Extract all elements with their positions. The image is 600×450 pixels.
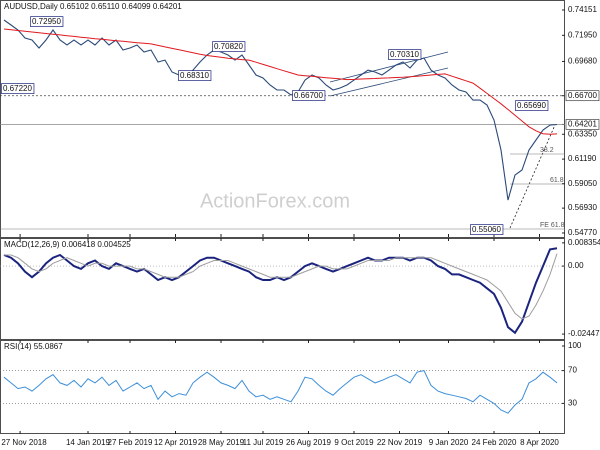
y-tick-label: 0.64201 (568, 120, 597, 129)
y-tick-label: 30 (568, 399, 577, 408)
trendline (509, 124, 556, 229)
annotation-box (1, 83, 35, 94)
watermark: ActionForex.com (200, 190, 350, 212)
series-line (3, 247, 558, 335)
chart-title: AUDUSD,Daily 0.65102 0.65110 0.64099 0.6… (4, 2, 182, 11)
y-tick-label: 70 (568, 366, 577, 375)
y-tick-label: 0.74151 (568, 5, 597, 14)
trendline (329, 67, 449, 97)
annotation: 0.70820 (214, 42, 243, 51)
series-line (3, 19, 558, 201)
y-tick-label: -0.02447 (568, 329, 600, 338)
annotation: FE 61.8 (540, 222, 565, 229)
x-tick-label: 22 Nov 2019 (377, 438, 423, 447)
chart-title: RSI(14) 55.0867 (4, 342, 63, 351)
x-tick-label: 11 Jul 2019 (243, 438, 284, 447)
x-tick-label: 9 Jan 2020 (429, 438, 469, 447)
chart-title: MACD(12,26,9) 0.006418 0.004525 (4, 240, 131, 249)
x-tick-label: 8 Apr 2020 (520, 438, 559, 447)
y-tick-label: 0.008354 (568, 238, 600, 247)
y-tick-label: 100 (568, 341, 582, 350)
annotation-box (515, 100, 549, 111)
y-tick-label: 0.59050 (568, 179, 597, 188)
annotation: 61.8 (550, 177, 564, 184)
x-tick-label: 9 Oct 2019 (334, 438, 374, 447)
series-line (3, 370, 558, 414)
series-line (4, 253, 558, 320)
series-line (3, 28, 558, 135)
annotation-box (292, 90, 326, 101)
annotation-box (178, 70, 212, 81)
y-tick-label: 0.69680 (568, 57, 597, 66)
annotation: 0.55060 (472, 225, 501, 234)
annotation-box (30, 16, 64, 27)
price-panel (0, 0, 565, 238)
annotation: 0.66700 (294, 91, 323, 100)
annotation-box (212, 41, 246, 52)
x-tick-label: 24 Feb 2020 (472, 438, 517, 447)
y-tick-label: 0.66700 (568, 91, 597, 100)
annotation: 0.65690 (517, 101, 546, 110)
x-tick-label: 12 Apr 2019 (154, 438, 198, 447)
tick-box (565, 90, 600, 102)
rsi-panel (0, 340, 565, 434)
annotation: 0.72950 (32, 17, 61, 26)
y-tick-label: 0.63350 (568, 129, 597, 138)
y-tick-label: 0.61190 (568, 154, 597, 163)
annotation-box (388, 49, 422, 60)
x-tick-label: 27 Nov 2018 (1, 438, 47, 447)
annotation: 38.2 (540, 147, 554, 154)
annotation: 0.68310 (180, 71, 209, 80)
y-tick-label: 0.56930 (568, 203, 597, 212)
y-tick-label: 0.54770 (568, 228, 597, 237)
tick-box (565, 119, 600, 130)
y-tick-label: 0.71950 (568, 30, 597, 39)
trendline (329, 51, 449, 83)
x-tick-label: 27 Feb 2019 (108, 438, 153, 447)
x-tick-label: 28 May 2019 (198, 438, 245, 447)
y-tick-label: 0.00 (568, 261, 584, 270)
x-tick-label: 14 Jan 2019 (66, 438, 111, 447)
macd-panel (0, 238, 565, 340)
annotation: 0.70310 (390, 50, 419, 59)
annotation: 0.67220 (3, 84, 32, 93)
annotation-box (470, 224, 504, 235)
x-tick-label: 26 Aug 2019 (286, 438, 331, 447)
